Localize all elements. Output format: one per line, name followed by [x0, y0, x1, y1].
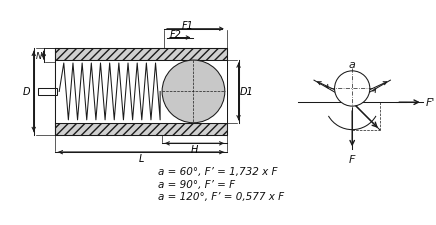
- Circle shape: [162, 61, 225, 123]
- Bar: [55, 49, 227, 61]
- Bar: [55, 123, 227, 135]
- Text: D1: D1: [239, 87, 253, 97]
- Bar: [55, 123, 227, 135]
- Text: L: L: [138, 153, 144, 163]
- Bar: [55, 49, 227, 135]
- Text: F': F': [426, 98, 435, 108]
- Bar: [55, 49, 227, 61]
- Bar: [37, 89, 57, 95]
- Text: F2: F2: [170, 29, 181, 39]
- Bar: [55, 61, 227, 123]
- Circle shape: [334, 72, 370, 107]
- Text: F1: F1: [182, 21, 194, 31]
- Text: N: N: [35, 52, 42, 60]
- Text: a: a: [349, 60, 356, 70]
- Text: F: F: [349, 154, 355, 164]
- Text: a = 60°, F’ = 1,732 x F: a = 60°, F’ = 1,732 x F: [158, 166, 278, 176]
- Text: a = 90°, F’ = F: a = 90°, F’ = F: [158, 179, 235, 189]
- Text: D: D: [23, 87, 31, 97]
- Text: H: H: [191, 145, 198, 155]
- Text: a = 120°, F’ = 0,577 x F: a = 120°, F’ = 0,577 x F: [158, 191, 284, 201]
